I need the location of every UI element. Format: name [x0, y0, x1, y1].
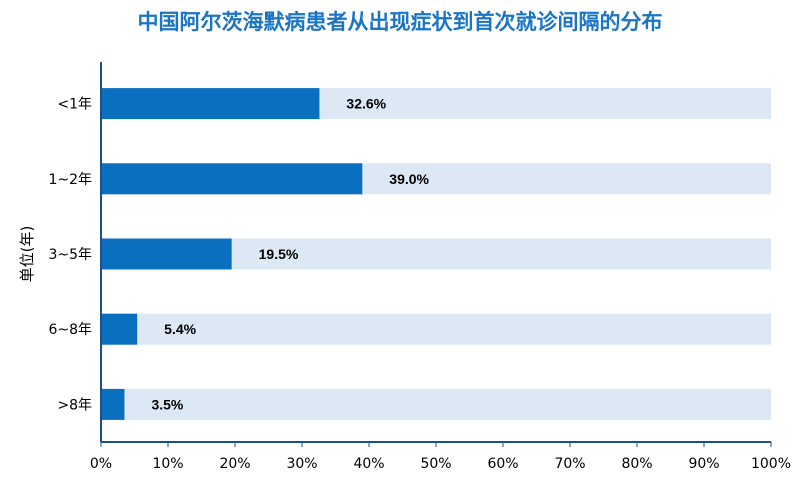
- bar: [101, 313, 138, 345]
- data-label: 39.0%: [389, 171, 429, 187]
- bar: [101, 388, 125, 420]
- x-tick-label: 80%: [621, 456, 652, 472]
- x-tick-label: 20%: [219, 456, 250, 472]
- category-label: 3~5年: [48, 247, 92, 263]
- bar-tracks: [101, 88, 771, 420]
- bar: [101, 238, 232, 270]
- bar: [101, 163, 363, 195]
- category-label: <1年: [57, 97, 92, 113]
- x-tick-label: 100%: [751, 456, 791, 472]
- x-tick-label: 90%: [688, 456, 719, 472]
- data-label: 32.6%: [346, 96, 386, 112]
- x-tick-label: 60%: [487, 456, 518, 472]
- bars: [101, 88, 363, 420]
- bar-track: [101, 388, 771, 420]
- data-label: 5.4%: [164, 321, 196, 337]
- x-tick-label: 10%: [152, 456, 183, 472]
- chart-title: 中国阿尔茨海默病患者从出现症状到首次就诊间隔的分布: [137, 10, 663, 34]
- data-label: 19.5%: [259, 246, 299, 262]
- y-axis-title: 单位(年): [18, 226, 36, 283]
- x-tick-label: 0%: [90, 456, 112, 472]
- bar-track: [101, 313, 771, 345]
- bar: [101, 88, 320, 120]
- x-tick-label: 30%: [286, 456, 317, 472]
- category-label: 1~2年: [48, 172, 92, 188]
- data-labels: 32.6% 39.0% 19.5% 5.4% 3.5%: [151, 96, 429, 413]
- category-label: 6~8年: [48, 322, 92, 338]
- x-axis-ticks: 0% 10% 20% 30% 40% 50% 60% 70% 80% 90% 100%: [90, 442, 791, 472]
- x-tick-label: 40%: [353, 456, 384, 472]
- data-label: 3.5%: [151, 396, 183, 412]
- x-tick-label: 50%: [420, 456, 451, 472]
- x-tick-label: 70%: [554, 456, 585, 472]
- category-label: >8年: [57, 397, 92, 413]
- category-labels: <1年 1~2年 3~5年 6~8年 >8年: [48, 97, 92, 414]
